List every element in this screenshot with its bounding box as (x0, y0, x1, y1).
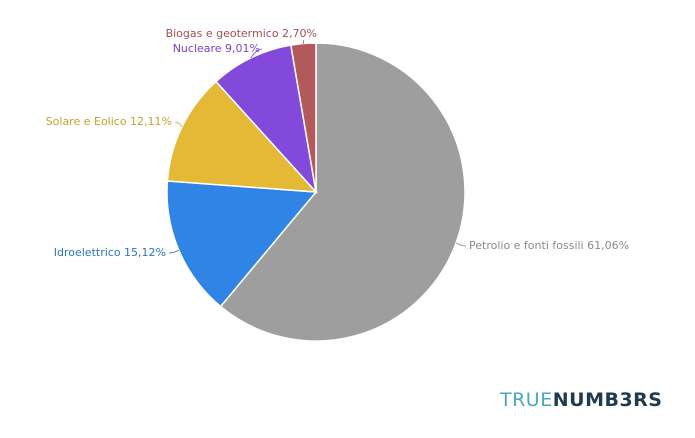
slice-label-5: Biogas e geotermico 2,70% (166, 27, 317, 40)
slice-labels: Petrolio e fonti fossili 61,06% Idroelett… (46, 27, 629, 259)
pie-slices (166, 42, 466, 342)
leader-line-1 (455, 242, 467, 247)
leader-line-4 (250, 48, 263, 59)
logo-text-true: TRUE (500, 389, 553, 411)
pie-slice-4 (214, 44, 318, 195)
slice-label-2: Idroelettrico 15,12% (54, 246, 166, 259)
logo-text-numbers: NUMB3RS (552, 389, 663, 411)
leader-lines (168, 39, 467, 254)
slice-label-3: Solare e Eolico 12,11% (46, 115, 172, 128)
leader-line-5 (302, 39, 305, 44)
leader-line-3 (174, 121, 183, 127)
pie-slice-1 (219, 42, 466, 342)
truenumbers-logo: TRUENUMB3RS (500, 389, 663, 411)
slice-label-1: Petrolio e fonti fossili 61,06% (469, 239, 629, 252)
pie-slice-5 (289, 42, 317, 193)
leader-line-2 (168, 249, 180, 254)
slice-label-4: Nucleare 9,01% (173, 42, 260, 55)
